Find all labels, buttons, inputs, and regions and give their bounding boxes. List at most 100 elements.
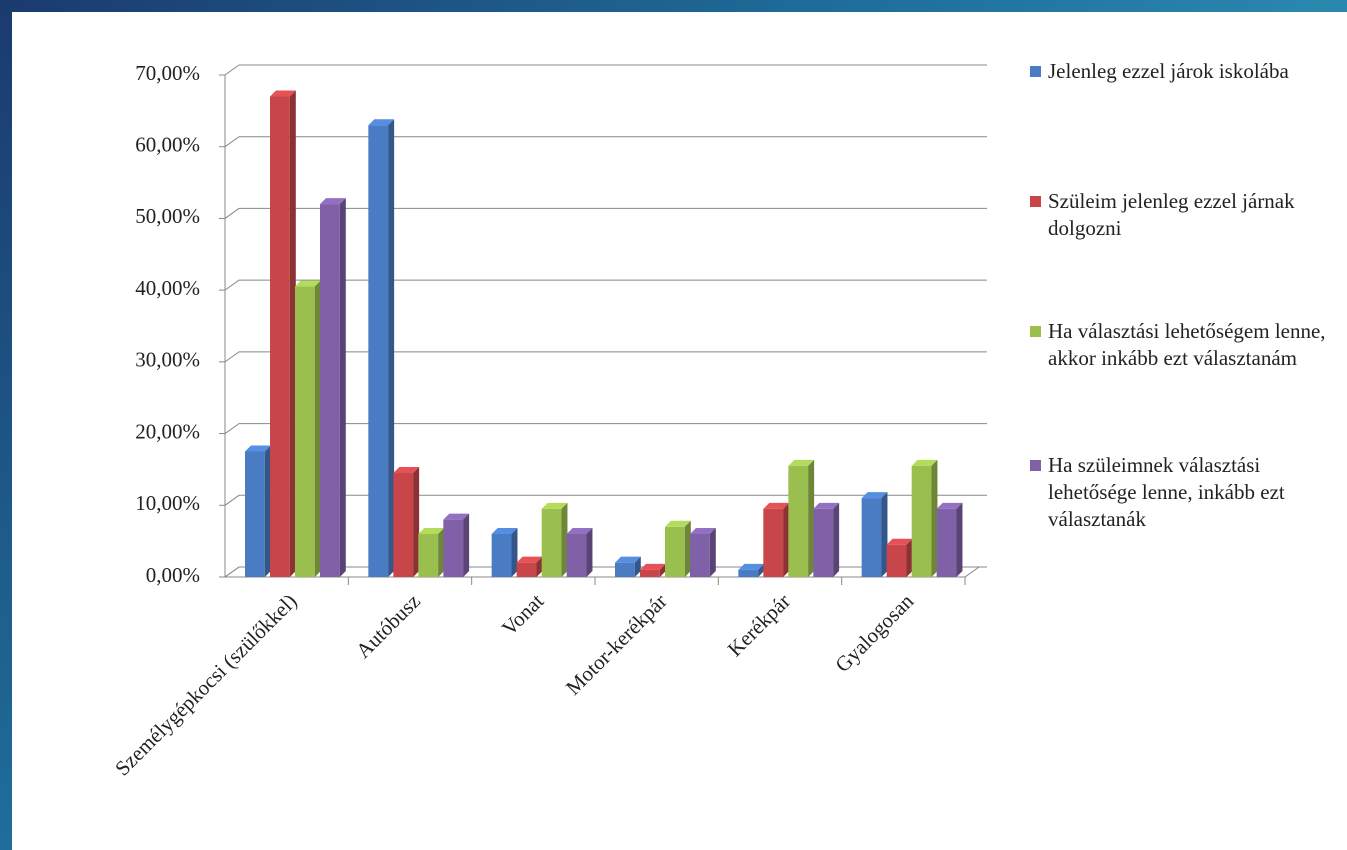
- y-tick-label: 0,00%: [146, 563, 200, 587]
- bar: [763, 502, 790, 577]
- bar-top: [665, 520, 691, 527]
- bar-side: [931, 459, 938, 577]
- bar-side: [758, 563, 765, 577]
- bar: [886, 538, 913, 577]
- bar-side: [289, 90, 296, 577]
- bar: [665, 520, 691, 577]
- bar-front: [295, 286, 315, 577]
- bar-front: [640, 569, 660, 577]
- legend-label: Jelenleg ezzel járok iskolába: [1048, 59, 1289, 83]
- bar-top: [541, 502, 568, 509]
- bar-side: [634, 556, 641, 577]
- bar: [936, 502, 963, 577]
- bar-front: [936, 508, 957, 577]
- bar-side: [438, 527, 445, 577]
- bar-front: [245, 451, 265, 577]
- bar: [690, 527, 716, 577]
- bar-front: [418, 533, 439, 577]
- x-tick-label: Vonat: [497, 589, 548, 640]
- bar-side: [956, 502, 963, 577]
- bar-side: [264, 445, 271, 577]
- bar-top: [788, 459, 815, 466]
- bar-front: [813, 508, 834, 577]
- bar-top: [886, 538, 913, 545]
- bar: [813, 502, 840, 577]
- bar-top: [516, 556, 543, 563]
- bar-side: [511, 527, 518, 577]
- bar-front: [788, 465, 809, 577]
- bar-top: [911, 459, 938, 466]
- bar-side: [659, 563, 666, 577]
- bar-front: [615, 562, 635, 577]
- bar-top: [295, 280, 321, 287]
- grid-line: [224, 64, 987, 76]
- bar: [393, 467, 420, 577]
- bar-side: [463, 513, 470, 577]
- legend-swatch: [1030, 326, 1041, 337]
- bar: [245, 445, 271, 577]
- bar-top: [245, 445, 271, 452]
- bar-top: [393, 467, 420, 474]
- bar-side: [709, 527, 716, 577]
- bar-front: [566, 533, 587, 577]
- bar-top: [443, 513, 470, 520]
- bar: [295, 280, 321, 577]
- y-tick-label: 50,00%: [135, 204, 200, 228]
- bar-side: [808, 459, 815, 577]
- x-tick-label: Autóbusz: [351, 589, 425, 663]
- bar-front: [491, 533, 512, 577]
- bar-side: [881, 492, 888, 577]
- x-tick-label: Motor-kerékpár: [561, 589, 672, 700]
- bar-top: [936, 502, 963, 509]
- bar: [788, 459, 815, 577]
- y-tick-label: 20,00%: [135, 419, 200, 443]
- bar: [491, 527, 518, 577]
- bar-front: [443, 519, 464, 577]
- legend-item: Ha választási lehetőségem lenne, akkor i…: [1030, 318, 1347, 372]
- bar-front: [861, 498, 882, 577]
- bar: [270, 90, 296, 577]
- x-tick-label: Személygépkocsi (szülőkkel): [110, 589, 301, 780]
- grid-line: [224, 423, 987, 434]
- legend-swatch: [1030, 196, 1041, 207]
- bar: [516, 556, 543, 577]
- bar-front: [911, 465, 932, 577]
- bar-side: [388, 119, 395, 577]
- bar-side: [339, 198, 346, 578]
- bar-front: [738, 569, 759, 577]
- bar-side: [536, 556, 543, 577]
- legend-item: Jelenleg ezzel járok iskolába: [1030, 58, 1347, 85]
- x-tick-label: Gyalogosan: [830, 589, 918, 677]
- grid-line: [224, 351, 987, 363]
- legend-item: Ha szüleimnek választási lehetősége lenn…: [1030, 452, 1347, 533]
- legend-label: Ha szüleimnek választási lehetősége lenn…: [1048, 453, 1285, 531]
- bar-side: [413, 467, 420, 577]
- bar: [566, 527, 593, 577]
- bar: [640, 563, 666, 577]
- grid-line: [224, 494, 987, 506]
- legend-label: Ha választási lehetőségem lenne, akkor i…: [1048, 319, 1326, 370]
- bar-top: [418, 527, 445, 534]
- bar-top: [763, 502, 790, 509]
- bar-top: [813, 502, 840, 509]
- grid-line: [224, 566, 987, 578]
- y-tick-label: 70,00%: [135, 61, 200, 85]
- slide-panel: [12, 12, 1347, 850]
- bar-front: [270, 96, 290, 577]
- bar-top: [738, 563, 765, 570]
- legend-label: Szüleim jelenleg ezzel járnak dolgozni: [1048, 189, 1295, 240]
- bar: [320, 198, 346, 578]
- bar: [541, 502, 568, 577]
- bar-side: [684, 520, 691, 577]
- bar-top: [368, 119, 395, 126]
- bar-side: [906, 538, 913, 577]
- bar: [911, 459, 938, 577]
- y-tick-label: 10,00%: [135, 491, 200, 515]
- bar-front: [320, 204, 340, 578]
- bar-front: [516, 562, 537, 577]
- bar-front: [368, 125, 389, 577]
- bar: [615, 556, 641, 577]
- legend-item: Szüleim jelenleg ezzel járnak dolgozni: [1030, 188, 1347, 242]
